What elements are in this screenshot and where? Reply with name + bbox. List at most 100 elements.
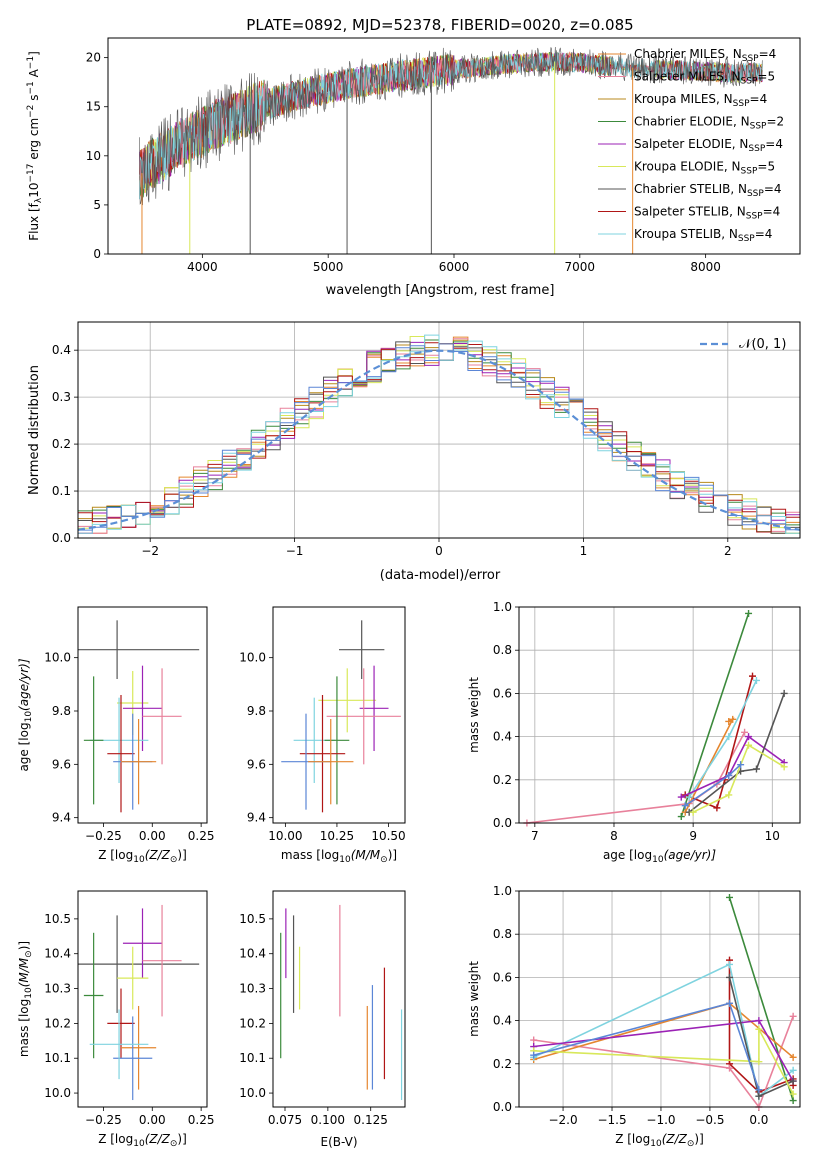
y-tick-label: 0.4 xyxy=(493,1014,512,1028)
legend-label: Kroupa STELIB, NSSP=4 xyxy=(634,227,772,244)
legend-label-tail: =4 xyxy=(765,137,783,151)
y-tick-label: 1.0 xyxy=(493,884,512,898)
figure-title: PLATE=0892, MJD=52378, FIBERID=0020, z=0… xyxy=(246,16,633,34)
x-axis-label: (data-model)/error xyxy=(380,568,501,583)
y-axis-label: mass weight xyxy=(467,961,481,1037)
mass-weight-marker xyxy=(755,1058,763,1066)
mass-weight-marker xyxy=(789,1090,797,1098)
legend-label-main: Kroupa MILES, N xyxy=(634,92,733,106)
mass-weight-marker xyxy=(745,741,753,749)
mass-weight-marker xyxy=(726,999,734,1007)
mass-weight-marker xyxy=(755,1092,763,1100)
y-tick-label: 0.0 xyxy=(493,816,512,830)
x-tick-label: 8000 xyxy=(690,260,721,274)
x-tick-label: 8 xyxy=(610,829,618,843)
mass-weight-marker xyxy=(745,609,753,617)
residual-histogram-panel: −2 −1 0 1 2 0.0 0.1 0.2 0.3 0.4 𝒩(0, 1) (data-model… xyxy=(27,321,801,583)
y-tick-label: 0.0 xyxy=(52,531,71,545)
x-axis-label-part-0: mass [log xyxy=(281,848,339,862)
y-axis-label-part-9: −1 xyxy=(26,56,36,69)
y-tick-label: 10.1 xyxy=(44,1051,71,1065)
axes-frame xyxy=(77,890,208,1108)
legend-label-main: Chabrier MILES, N xyxy=(634,47,742,61)
legend-label-tail: =5 xyxy=(757,160,775,174)
mass-weight-line xyxy=(728,897,794,1101)
mass-weight-marker xyxy=(789,1012,797,1020)
x-axis-label-part-2: (Z/Z xyxy=(145,848,171,862)
x-tick-label: 0 xyxy=(435,544,443,558)
x-axis-label-part-3: ⊙ xyxy=(687,1139,695,1149)
mass-weight-marker xyxy=(725,733,733,741)
legend-label: Salpeter ELODIE, NSSP=4 xyxy=(634,137,783,154)
mass-weight-marker xyxy=(530,1051,538,1059)
x-tick-label: 10.25 xyxy=(320,829,354,843)
legend-label-tail: =4 xyxy=(755,227,773,241)
y-tick-label: 9.4 xyxy=(247,811,266,825)
y-tick-label: 10.2 xyxy=(239,1016,266,1030)
mass-weight-marker xyxy=(726,973,734,981)
x-tick-label: 0.25 xyxy=(188,829,215,843)
spectrum-panel: 4000 5000 6000 7000 8000 0 5 10 15 20 Chabrier MIL… xyxy=(26,37,801,298)
y-tick-label: 0.8 xyxy=(493,927,512,941)
x-axis-label-part-0: Z [log xyxy=(615,1132,650,1146)
mass-weight-marker xyxy=(745,733,753,741)
x-tick-label: −1.0 xyxy=(646,1113,675,1127)
x-axis-label-part-1: 10 xyxy=(133,1139,145,1149)
legend-label-tail: =4 xyxy=(764,182,782,196)
y-tick-label: 9.4 xyxy=(52,811,71,825)
y-axis-label-part-0: mass [log xyxy=(17,999,31,1057)
x-axis-label-part-3: ⊙ xyxy=(170,855,178,865)
y-tick-label: 10.0 xyxy=(44,1086,71,1100)
mass-weight-vs-Z-panel: −2.0 −1.5 −1.0 −0.5 0.0 0.0 0.2 0.4 0.6 0.8 1.0 Z [… xyxy=(467,884,801,1149)
y-tick-label: 10.1 xyxy=(239,1051,266,1065)
mass-weight-marker xyxy=(729,715,737,723)
x-tick-label: −0.5 xyxy=(695,1113,724,1127)
x-axis-label: Z [log10(Z/Z⊙)] xyxy=(98,1132,187,1149)
y-tick-label: 10.3 xyxy=(44,982,71,996)
y-axis-label-part-1: λ xyxy=(34,197,44,203)
mass-weight-marker xyxy=(789,1053,797,1061)
x-tick-label: 0.075 xyxy=(268,1113,302,1127)
x-axis-label: mass [log10(M/M⊙)] xyxy=(281,848,397,865)
x-axis-label: wavelength [Angstrom, rest frame] xyxy=(326,283,555,298)
x-axis-label-part-0: age [log xyxy=(603,848,652,862)
y-tick-label: 1.0 xyxy=(493,600,512,614)
x-tick-label: −1 xyxy=(286,544,304,558)
y-tick-label: 10.5 xyxy=(239,912,266,926)
y-axis-label-part-8: A xyxy=(27,68,41,81)
x-tick-label: 7000 xyxy=(565,260,596,274)
mass-weight-marker xyxy=(726,893,734,901)
y-tick-label: 9.8 xyxy=(247,704,266,718)
legend-label-sub: SSP xyxy=(741,167,758,177)
x-axis-label-part-4: )] xyxy=(388,848,397,862)
legend-label: 𝒩(0, 1) xyxy=(739,337,786,352)
legend-label: Chabrier ELODIE, NSSP=2 xyxy=(634,115,784,132)
x-axis-label-part-4: )] xyxy=(177,1132,186,1146)
y-axis-label-part-0: age [log xyxy=(17,722,31,771)
y-tick-label: 10.4 xyxy=(239,947,266,961)
y-axis-label-part-7: −1 xyxy=(26,81,36,94)
y-axis-label-part-0: Flux [f xyxy=(27,202,41,240)
legend-label-main: Chabrier ELODIE, N xyxy=(634,115,750,129)
y-tick-label: 0 xyxy=(93,247,101,261)
mass-weight-marker xyxy=(789,1097,797,1105)
x-axis-label-part-3: ⊙ xyxy=(170,1139,178,1149)
mass-weight-marker xyxy=(780,763,788,771)
y-axis-label-part-3: ⊙ xyxy=(24,950,34,958)
y-axis-label-part-3: −17 xyxy=(26,164,36,183)
legend-label-main: Kroupa ELODIE, N xyxy=(634,160,741,174)
y-tick-label: 0.8 xyxy=(493,643,512,657)
legend-label: Chabrier MILES, NSSP=4 xyxy=(634,47,776,64)
legend-label-sub: SSP xyxy=(748,144,765,154)
y-tick-label: 0.6 xyxy=(493,970,512,984)
x-axis-label-part-2: (age/yr)] xyxy=(664,848,717,862)
y-tick-label: 5 xyxy=(93,198,101,212)
x-tick-label: −0.25 xyxy=(85,1113,122,1127)
x-tick-label: 5000 xyxy=(313,260,344,274)
mass-weight-marker xyxy=(685,793,693,801)
mass-weight-line xyxy=(688,693,785,813)
axes-frame xyxy=(107,37,801,255)
mass-weight-marker xyxy=(789,1077,797,1085)
mass-weight-marker xyxy=(755,1025,763,1033)
